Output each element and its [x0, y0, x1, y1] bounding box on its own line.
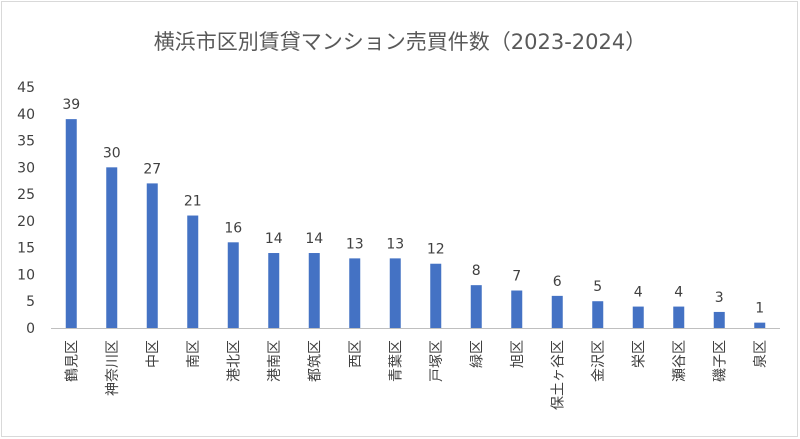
category-label: 瀬谷区 [672, 340, 688, 382]
category-label: 磯子区 [712, 340, 728, 382]
category-label: 戸塚区 [429, 340, 445, 382]
data-label: 21 [184, 194, 202, 210]
data-label: 27 [143, 161, 161, 177]
x-axis: 鶴見区 神奈川区 中区 南区 港北区 港南区 都筑区 西区 青葉区 戸塚区 緑区 旭区 保土ヶ谷区 金沢区… [63, 340, 769, 410]
data-label: 7 [512, 269, 521, 285]
y-tick-label: 35 [17, 134, 35, 150]
y-tick-label: 30 [17, 160, 35, 176]
category-label: 西区 [348, 340, 364, 368]
category-label: 都筑区 [307, 340, 323, 382]
y-tick-label: 45 [17, 80, 35, 96]
bar [146, 183, 158, 328]
bar [713, 311, 725, 328]
bar [511, 290, 523, 328]
bar [187, 215, 199, 328]
data-label: 4 [634, 285, 643, 301]
y-tick-label: 10 [17, 267, 35, 283]
category-label: 保土ヶ谷区 [550, 340, 566, 410]
y-tick-label: 15 [17, 241, 35, 257]
bar-series [65, 119, 766, 328]
data-label: 4 [674, 285, 683, 301]
bar [551, 295, 563, 328]
category-label: 鶴見区 [63, 340, 80, 382]
category-label: 神奈川区 [105, 340, 121, 396]
bar [227, 242, 239, 328]
category-label: 南区 [186, 340, 202, 368]
bar [592, 301, 604, 328]
category-label: 港南区 [267, 340, 283, 382]
category-label: 青葉区 [388, 340, 404, 382]
category-label: 栄区 [631, 340, 647, 368]
chart-title: 横浜市区別賃貸マンション売買件数（2023-2024） [154, 30, 646, 54]
data-label: 6 [553, 274, 562, 290]
bar [65, 119, 77, 328]
bar [632, 306, 644, 328]
y-tick-label: 40 [17, 107, 35, 123]
data-label: 30 [103, 145, 121, 161]
data-label: 12 [427, 242, 445, 258]
y-tick-label: 25 [17, 187, 35, 203]
bar [106, 167, 118, 328]
bar [430, 263, 442, 328]
data-label: 1 [755, 301, 764, 317]
bar [308, 253, 320, 328]
bar [268, 253, 280, 328]
data-label: 5 [593, 279, 602, 295]
data-label: 14 [305, 231, 323, 247]
data-label: 8 [472, 263, 481, 279]
data-label: 14 [265, 231, 283, 247]
category-label: 泉区 [752, 340, 769, 368]
y-tick-label: 0 [26, 321, 35, 337]
data-label: 13 [386, 236, 404, 252]
y-tick-label: 5 [26, 294, 35, 310]
bar [349, 258, 361, 328]
data-label: 3 [715, 290, 724, 306]
bar [470, 285, 482, 328]
y-tick-label: 20 [17, 214, 35, 230]
data-label: 39 [62, 97, 80, 113]
bar [389, 258, 401, 328]
data-label: 16 [224, 220, 242, 236]
category-label: 中区 [145, 340, 161, 368]
bar [673, 306, 685, 328]
category-label: 金沢区 [591, 340, 607, 382]
bar [754, 322, 766, 328]
category-label: 港北区 [226, 340, 242, 382]
category-label: 緑区 [469, 340, 485, 368]
data-label: 13 [346, 236, 364, 252]
category-label: 旭区 [510, 340, 526, 368]
data-labels: 39 30 27 21 16 14 14 13 13 12 8 7 6 5 4 4 3 1 [62, 97, 764, 317]
